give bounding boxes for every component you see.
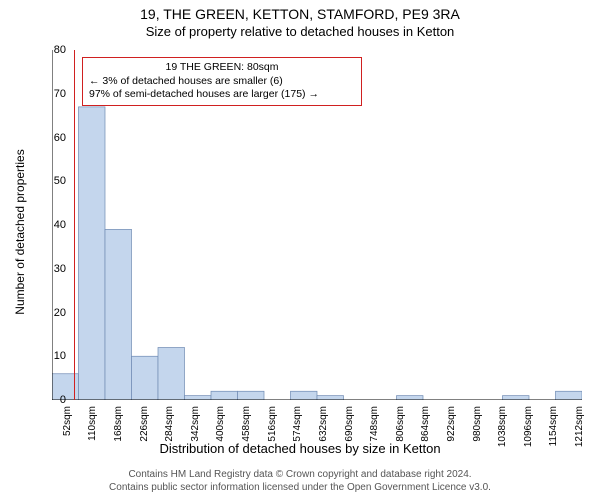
x-tick-label: 1212sqm: [574, 406, 585, 456]
x-tick-label: 400sqm: [215, 406, 226, 456]
chart-container: 19, THE GREEN, KETTON, STAMFORD, PE9 3RA…: [0, 0, 600, 500]
y-tick-label: 70: [36, 88, 66, 100]
histogram-bar: [503, 396, 530, 400]
histogram-bar: [556, 391, 583, 400]
x-tick-label: 690sqm: [344, 406, 355, 456]
footer-line-1: Contains HM Land Registry data © Crown c…: [0, 469, 600, 482]
x-tick-label: 1038sqm: [497, 406, 508, 456]
y-tick-label: 80: [36, 44, 66, 56]
y-tick-label: 30: [36, 263, 66, 275]
x-tick-label: 458sqm: [241, 406, 252, 456]
histogram-bar: [397, 396, 424, 400]
histogram-bar: [132, 356, 159, 400]
x-tick-label: 52sqm: [62, 406, 73, 456]
y-tick-label: 50: [36, 175, 66, 187]
annotation-box: 19 THE GREEN: 80sqm ← 3% of detached hou…: [82, 57, 362, 106]
x-tick-label: 1154sqm: [548, 406, 559, 456]
histogram-bar: [238, 391, 265, 400]
x-tick-label: 980sqm: [472, 406, 483, 456]
x-tick-label: 284sqm: [164, 406, 175, 456]
histogram-bar: [105, 229, 132, 400]
annotation-line-2: ← 3% of detached houses are smaller (6): [89, 75, 355, 89]
x-tick-label: 1096sqm: [523, 406, 534, 456]
histogram-bar: [211, 391, 238, 400]
annotation-line-3: 97% of semi-detached houses are larger (…: [89, 88, 355, 102]
x-tick-label: 342sqm: [190, 406, 201, 456]
x-tick-label: 516sqm: [267, 406, 278, 456]
x-tick-label: 748sqm: [369, 406, 380, 456]
x-tick-label: 110sqm: [87, 406, 98, 456]
y-tick-label: 60: [36, 132, 66, 144]
x-tick-label: 806sqm: [395, 406, 406, 456]
histogram-bar: [79, 107, 106, 400]
property-marker-line: [74, 50, 75, 400]
x-tick-label: 574sqm: [292, 406, 303, 456]
x-tick-label: 922sqm: [446, 406, 457, 456]
chart-title-main: 19, THE GREEN, KETTON, STAMFORD, PE9 3RA: [0, 6, 600, 22]
y-tick-label: 20: [36, 307, 66, 319]
chart-title-sub: Size of property relative to detached ho…: [0, 24, 600, 39]
x-tick-label: 226sqm: [139, 406, 150, 456]
footer-line-2: Contains public sector information licen…: [0, 482, 600, 495]
histogram-bar: [291, 391, 318, 400]
x-tick-label: 864sqm: [420, 406, 431, 456]
y-tick-label: 10: [36, 350, 66, 362]
y-tick-label: 0: [36, 394, 66, 406]
histogram-bar: [185, 396, 212, 400]
histogram-bar: [158, 348, 185, 401]
histogram-bar: [317, 396, 344, 400]
y-tick-label: 40: [36, 219, 66, 231]
x-tick-label: 632sqm: [318, 406, 329, 456]
footer-attribution: Contains HM Land Registry data © Crown c…: [0, 469, 600, 494]
annotation-line-1: 19 THE GREEN: 80sqm: [89, 61, 355, 75]
y-axis-label: Number of detached properties: [13, 82, 27, 382]
x-tick-label: 168sqm: [113, 406, 124, 456]
